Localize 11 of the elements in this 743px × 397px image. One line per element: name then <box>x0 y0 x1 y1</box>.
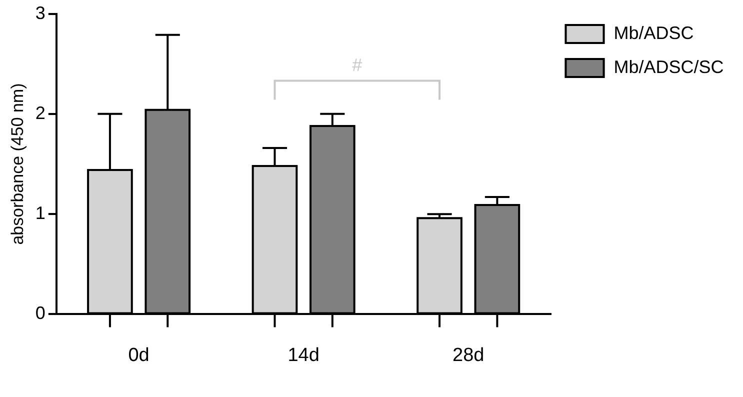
y-tick-label: 2 <box>35 102 46 123</box>
x-tick-label: 14d <box>288 344 320 366</box>
y-tick-label: 1 <box>35 203 46 224</box>
y-axis-title: absorbance (450 nm) <box>8 83 27 245</box>
x-tick-label: 28d <box>452 344 484 366</box>
y-tick-label: 3 <box>35 2 46 23</box>
legend-label: Mb/ADSC/SC <box>614 56 724 77</box>
legend-label: Mb/ADSC <box>614 22 694 43</box>
y-tick-label: 0 <box>35 303 46 324</box>
annotation: # <box>352 54 362 75</box>
x-tick-label: 0d <box>128 344 150 366</box>
